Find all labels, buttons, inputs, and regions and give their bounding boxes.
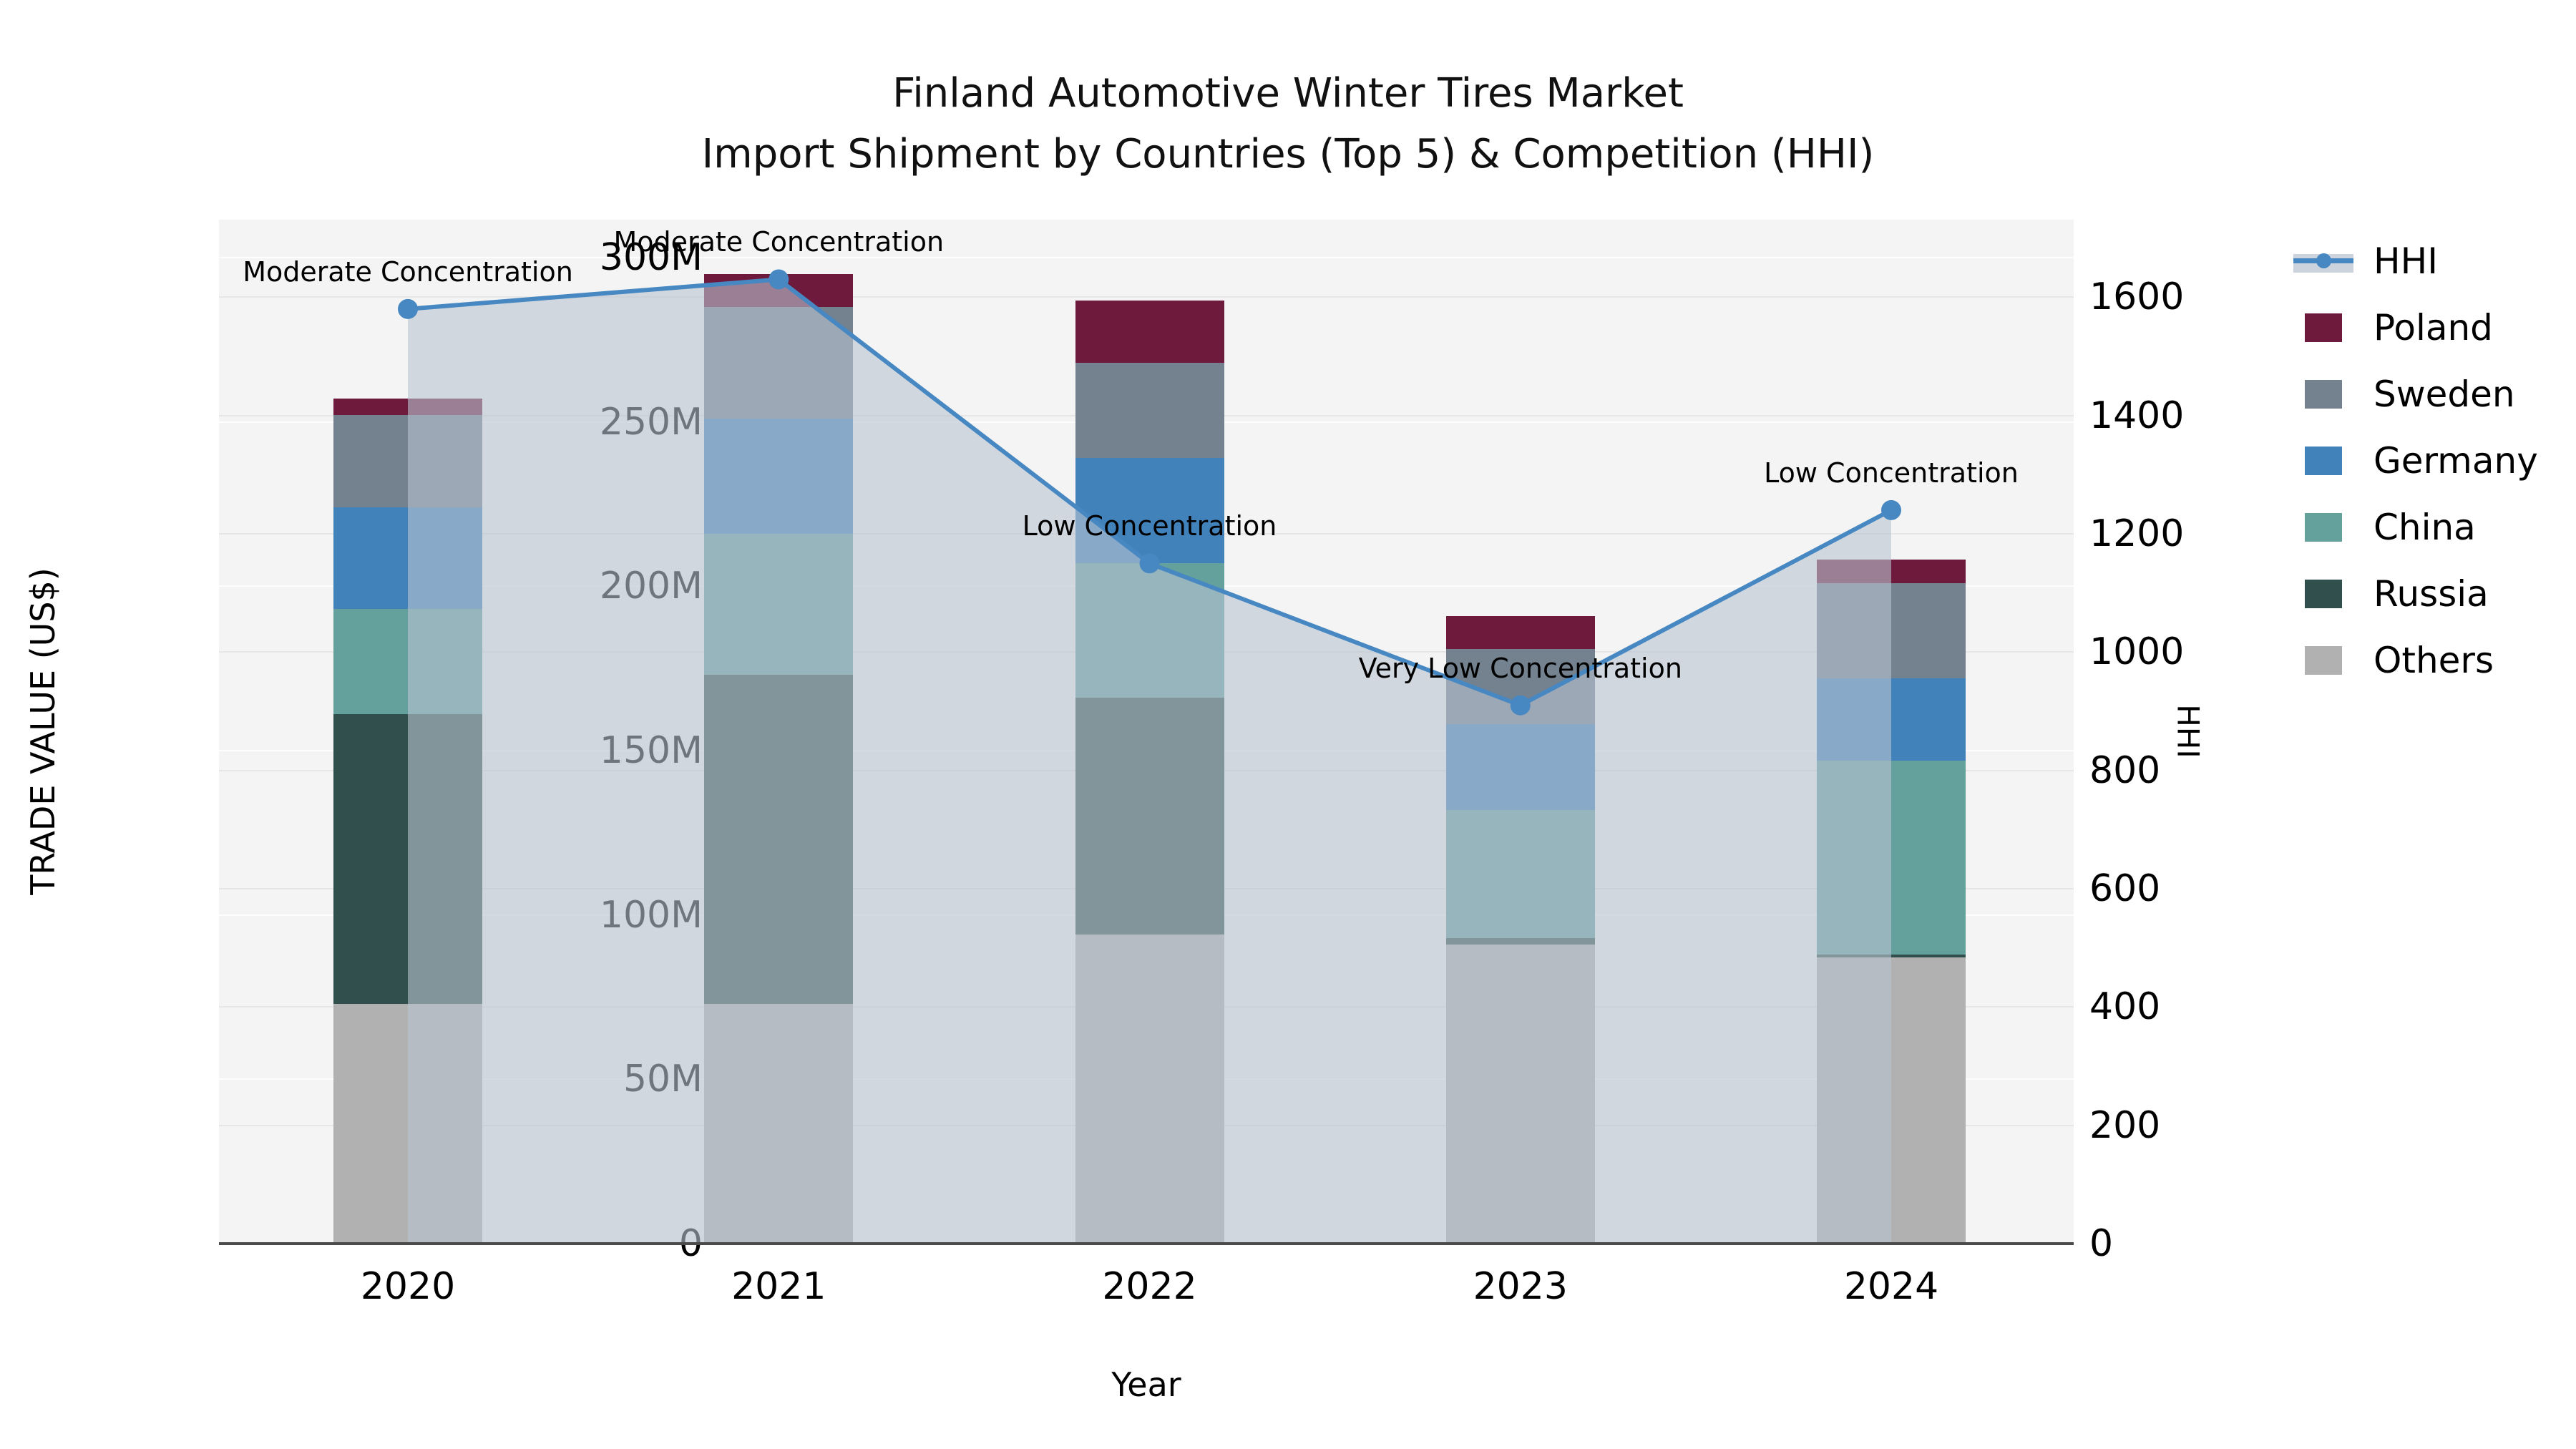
bar-segment-others-2020 [333,1003,482,1244]
right-axis-title: HHI [2170,704,2206,758]
legend-swatch-sweden [2305,379,2342,409]
legend-label-germany: Germany [2373,439,2538,482]
legend-label-sweden: Sweden [2373,373,2515,415]
annotation-2024: Low Concentration [1764,457,2019,489]
bar-segment-others-2023 [1445,944,1595,1244]
annotation-2022: Low Concentration [1022,510,1277,542]
bar-segment-russia-2021 [704,675,854,1004]
color-swatch-icon [2293,645,2353,675]
bar-segment-others-2022 [1075,935,1224,1244]
bar-segment-china-2024 [1817,760,1966,955]
x-tick-label-2023: 2023 [1473,1265,1568,1308]
bar-segment-poland-2024 [1817,560,1966,583]
legend-item-others: Others [2293,627,2538,693]
y-tick-label-trade-value: 50M [623,1058,703,1101]
legend-item-poland: Poland [2293,294,2538,361]
gridline-trade-value [219,256,2074,258]
chart-title: Finland Automotive Winter Tires Market [892,70,1684,117]
hhi-marker-swatch [2316,253,2331,268]
bar-segment-sweden-2021 [704,306,854,419]
color-swatch-icon [2293,446,2353,475]
bar-segment-germany-2023 [1445,724,1595,810]
bar-segment-poland-2020 [333,399,482,416]
legend-label-russia: Russia [2373,572,2489,615]
bar-segment-poland-2022 [1075,300,1224,363]
x-axis-title: Year [1111,1365,1181,1404]
bar-segment-others-2021 [704,1003,854,1244]
y-tick-label-hhi: 1200 [2089,512,2185,555]
bar-segment-poland-2023 [1445,615,1595,649]
bar-segment-russia-2020 [333,714,482,1004]
annotation-2021: Moderate Concentration [613,226,945,258]
hhi-marker-2024 [1881,499,1901,520]
color-swatch-icon [2293,313,2353,342]
color-swatch-icon [2293,512,2353,542]
legend-item-germany: Germany [2293,427,2538,494]
legend-swatch-poland [2305,313,2342,342]
x-axis-spine [219,1242,2074,1245]
hhi-line-symbol [2293,247,2353,275]
hhi-marker-2020 [398,298,418,319]
hhi-line-icon [2293,247,2353,275]
y-tick-label-trade-value: 300M [599,235,703,279]
annotation-2020: Moderate Concentration [243,255,573,288]
bar-segment-sweden-2020 [333,415,482,507]
bar-segment-china-2020 [333,609,482,715]
color-swatch-icon [2293,579,2353,608]
bar-segment-russia-2023 [1445,937,1595,945]
bar-segment-others-2024 [1817,957,1966,1244]
bar-segment-germany-2024 [1817,678,1966,761]
bar-segment-germany-2020 [333,507,482,610]
y-tick-label-trade-value: 100M [599,893,703,937]
chart-subtitle: Import Shipment by Countries (Top 5) & C… [701,131,1875,178]
legend-swatch-germany [2305,446,2342,475]
bar-segment-germany-2021 [704,418,854,534]
x-tick-label-2022: 2022 [1102,1265,1197,1308]
gridline-hhi [219,296,2074,298]
y-tick-label-hhi: 1600 [2089,275,2185,319]
bar-segment-china-2023 [1445,809,1595,938]
legend-swatch-others [2305,645,2342,675]
legend-item-hhi: HHI [2293,228,2538,294]
bar-segment-sweden-2022 [1075,362,1224,459]
bar-segment-china-2022 [1075,563,1224,698]
legend-label-china: China [2373,506,2476,548]
legend-label-hhi: HHI [2373,240,2438,282]
y-tick-label-trade-value: 250M [599,400,703,444]
y-tick-label-trade-value: 200M [599,565,703,608]
bar-segment-russia-2022 [1075,698,1224,935]
y-tick-label-trade-value: 150M [599,728,703,772]
legend-swatch-russia [2305,579,2342,608]
legend-item-russia: Russia [2293,560,2538,627]
x-tick-label-2021: 2021 [731,1265,826,1308]
y-tick-label-hhi: 0 [2089,1222,2114,1265]
legend: HHI Poland Sweden Germany China Russia Others [2293,228,2538,693]
plot-area: Moderate Concentration Moderate Concentra… [219,220,2074,1245]
x-tick-label-2020: 2020 [360,1265,456,1308]
legend-swatch-china [2305,512,2342,542]
chart-title-block: Finland Automotive Winter Tires Market I… [0,63,2576,185]
bar-segment-sweden-2024 [1817,582,1966,678]
bar-segment-russia-2024 [1817,954,1966,958]
bar-segment-poland-2021 [704,273,854,307]
color-swatch-icon [2293,379,2353,409]
x-tick-label-2024: 2024 [1843,1265,1939,1308]
y-tick-label-hhi: 1000 [2089,630,2185,674]
bar-segment-china-2021 [704,533,854,675]
y-tick-label-hhi: 400 [2089,985,2161,1029]
annotation-2023: Very Low Concentration [1358,652,1682,684]
legend-item-sweden: Sweden [2293,361,2538,427]
legend-item-china: China [2293,494,2538,560]
legend-label-poland: Poland [2373,306,2493,348]
y-tick-label-hhi: 800 [2089,748,2161,792]
legend-label-others: Others [2373,639,2494,681]
left-axis-title: TRADE VALUE (US$) [24,567,62,895]
y-tick-label-hhi: 200 [2089,1103,2161,1147]
y-tick-label-hhi: 1400 [2089,394,2185,437]
y-tick-label-hhi: 600 [2089,867,2161,910]
